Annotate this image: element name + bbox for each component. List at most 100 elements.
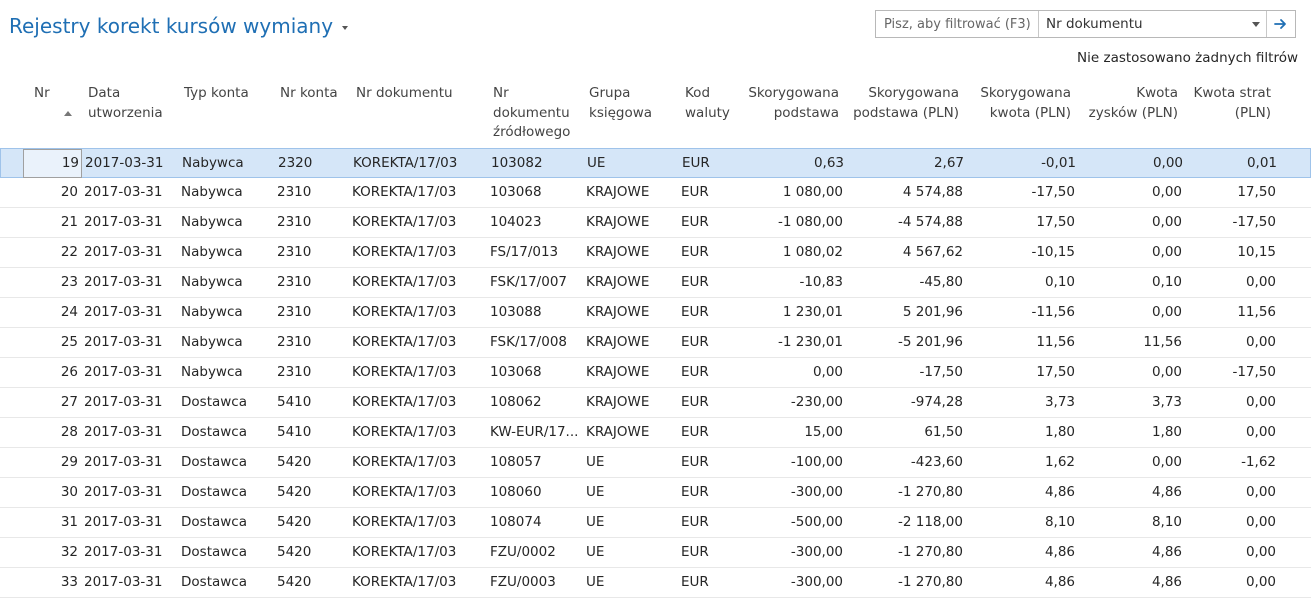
table-row[interactable]: 27 2017-03-31 Dostawca 5410 KOREKTA/17/0… — [0, 388, 1311, 418]
column-header-typ-konta[interactable]: Typ konta — [184, 84, 249, 104]
cell-kod-waluty: EUR — [681, 244, 709, 260]
table-header: Nr Data utworzenia Typ konta Nr konta Nr… — [0, 84, 1311, 146]
table-row[interactable]: 26 2017-03-31 Nabywca 2310 KOREKTA/17/03… — [0, 358, 1311, 388]
cell-typ-konta: Nabywca — [181, 244, 243, 260]
table-row[interactable]: 23 2017-03-31 Nabywca 2310 KOREKTA/17/03… — [0, 268, 1311, 298]
table-row[interactable]: 19 2017-03-31 Nabywca 2320 KOREKTA/17/03… — [0, 148, 1311, 178]
cell-kwota-strat-pln: 0,00 — [1245, 544, 1276, 560]
cell-nr: 33 — [60, 574, 78, 590]
cell-kod-waluty: EUR — [681, 394, 709, 410]
filter-apply-button[interactable] — [1267, 11, 1295, 37]
table-row[interactable]: 29 2017-03-31 Dostawca 5420 KOREKTA/17/0… — [0, 448, 1311, 478]
cell-skorygowana-podstawa-pln: 5 201,96 — [902, 304, 963, 320]
cell-skorygowana-kwota-pln: 4,86 — [1044, 574, 1075, 590]
cell-nr: 24 — [60, 304, 78, 320]
cell-kwota-zyskow-pln: 3,73 — [1151, 394, 1182, 410]
cell-skorygowana-podstawa-pln: 2,67 — [933, 155, 964, 171]
cell-typ-konta: Dostawca — [181, 454, 247, 470]
cell-nr-dokumentu-zrodlowego: FSK/17/008 — [490, 334, 567, 350]
column-header-data-utworzenia[interactable]: Data utworzenia — [88, 84, 163, 123]
page-title-area: Rejestry korekt kursów wymiany — [9, 14, 349, 38]
cell-nr-konta: 5420 — [277, 574, 312, 590]
arrow-right-icon — [1274, 19, 1286, 29]
column-header-nr-dokumentu-zrodlowego[interactable]: Nr dokumentu źródłowego — [493, 84, 570, 143]
cell-skorygowana-podstawa: -100,00 — [790, 454, 843, 470]
chevron-down-icon — [1252, 21, 1260, 27]
column-header-nr-label: Nr — [34, 85, 50, 101]
cell-nr-dokumentu: KOREKTA/17/03 — [352, 484, 457, 500]
cell-nr-dokumentu-zrodlowego: 108062 — [490, 394, 542, 410]
column-header-grupa-ksiegowa[interactable]: Grupa księgowa — [589, 84, 652, 123]
table-row[interactable]: 20 2017-03-31 Nabywca 2310 KOREKTA/17/03… — [0, 178, 1311, 208]
column-header-label-line: Nr konta — [280, 85, 338, 101]
cell-skorygowana-kwota-pln: 11,56 — [1036, 334, 1075, 350]
cell-nr-dokumentu: KOREKTA/17/03 — [353, 155, 458, 171]
cell-skorygowana-podstawa: -1 230,01 — [778, 334, 843, 350]
cell-skorygowana-kwota-pln: 1,62 — [1044, 454, 1075, 470]
cell-typ-konta: Nabywca — [181, 364, 243, 380]
column-header-skorygowana-podstawa-pln[interactable]: Skorygowana podstawa (PLN) — [845, 84, 959, 123]
column-header-label-line: Skorygowana — [748, 85, 839, 101]
cell-nr: 31 — [60, 514, 78, 530]
column-header-skorygowana-kwota-pln[interactable]: Skorygowana kwota (PLN) — [965, 84, 1071, 123]
column-header-label-line: Nr — [493, 85, 509, 101]
cell-kwota-strat-pln: -17,50 — [1232, 364, 1276, 380]
cell-kwota-strat-pln: 0,00 — [1245, 514, 1276, 530]
cell-nr-konta: 5410 — [277, 424, 312, 440]
title-menu-chevron-down-icon[interactable] — [342, 26, 349, 30]
cell-typ-konta: Dostawca — [181, 424, 247, 440]
table-row[interactable]: 24 2017-03-31 Nabywca 2310 KOREKTA/17/03… — [0, 298, 1311, 328]
column-header-kwota-zyskow-pln[interactable]: Kwota zysków (PLN) — [1077, 84, 1178, 123]
table-row[interactable]: 25 2017-03-31 Nabywca 2310 KOREKTA/17/03… — [0, 328, 1311, 358]
cell-skorygowana-podstawa: -1 080,00 — [778, 214, 843, 230]
column-header-label-line: źródłowego — [493, 124, 571, 140]
cell-grupa-ksiegowa: KRAJOWE — [586, 424, 650, 440]
table-row[interactable]: 32 2017-03-31 Dostawca 5420 KOREKTA/17/0… — [0, 538, 1311, 568]
cell-data-utworzenia: 2017-03-31 — [84, 394, 163, 410]
cell-data-utworzenia: 2017-03-31 — [84, 424, 163, 440]
table-row[interactable]: 28 2017-03-31 Dostawca 5410 KOREKTA/17/0… — [0, 418, 1311, 448]
cell-nr: 20 — [60, 184, 78, 200]
table-row[interactable]: 33 2017-03-31 Dostawca 5420 KOREKTA/17/0… — [0, 568, 1311, 598]
cell-data-utworzenia: 2017-03-31 — [84, 574, 163, 590]
cell-nr: 29 — [60, 454, 78, 470]
cell-nr: 32 — [60, 544, 78, 560]
cell-typ-konta: Dostawca — [181, 394, 247, 410]
cell-data-utworzenia: 2017-03-31 — [84, 304, 163, 320]
cell-grupa-ksiegowa: KRAJOWE — [586, 184, 650, 200]
column-header-nr-konta[interactable]: Nr konta — [280, 84, 338, 104]
cell-kwota-zyskow-pln: 0,10 — [1151, 274, 1182, 290]
table-row[interactable]: 31 2017-03-31 Dostawca 5420 KOREKTA/17/0… — [0, 508, 1311, 538]
filter-search-input[interactable] — [876, 11, 1039, 37]
filter-field-select[interactable]: Nr dokumentu — [1039, 11, 1267, 37]
cell-skorygowana-podstawa-pln: -1 270,80 — [898, 544, 963, 560]
cell-nr-dokumentu: KOREKTA/17/03 — [352, 244, 457, 260]
cell-nr-dokumentu-zrodlowego: 108060 — [490, 484, 542, 500]
cell-nr: 30 — [60, 484, 78, 500]
cell-typ-konta: Nabywca — [181, 334, 243, 350]
column-header-kod-waluty[interactable]: Kod waluty — [685, 84, 730, 123]
column-header-nr[interactable]: Nr — [34, 84, 50, 104]
cell-nr-dokumentu: KOREKTA/17/03 — [352, 514, 457, 530]
cell-kwota-strat-pln: 0,00 — [1245, 394, 1276, 410]
cell-skorygowana-podstawa: -300,00 — [790, 544, 843, 560]
cell-kod-waluty: EUR — [681, 334, 709, 350]
cell-kwota-strat-pln: 0,00 — [1245, 274, 1276, 290]
cell-skorygowana-podstawa-pln: -17,50 — [919, 364, 963, 380]
table-row[interactable]: 22 2017-03-31 Nabywca 2310 KOREKTA/17/03… — [0, 238, 1311, 268]
column-header-nr-dokumentu[interactable]: Nr dokumentu — [356, 84, 453, 104]
table-row[interactable]: 30 2017-03-31 Dostawca 5420 KOREKTA/17/0… — [0, 478, 1311, 508]
cell-skorygowana-podstawa: -300,00 — [790, 574, 843, 590]
table-row[interactable]: 21 2017-03-31 Nabywca 2310 KOREKTA/17/03… — [0, 208, 1311, 238]
cell-kwota-strat-pln: 11,56 — [1237, 304, 1276, 320]
column-header-kwota-strat-pln[interactable]: Kwota strat (PLN) — [1184, 84, 1271, 123]
cell-nr-konta: 5420 — [277, 454, 312, 470]
column-header-skorygowana-podstawa[interactable]: Skorygowana podstawa — [730, 84, 839, 123]
cell-grupa-ksiegowa: UE — [586, 514, 605, 530]
cell-grupa-ksiegowa: KRAJOWE — [586, 244, 650, 260]
cell-nr-dokumentu: KOREKTA/17/03 — [352, 334, 457, 350]
cell-kod-waluty: EUR — [681, 184, 709, 200]
cell-skorygowana-podstawa-pln: 4 574,88 — [902, 184, 963, 200]
cell-kwota-zyskow-pln: 0,00 — [1151, 304, 1182, 320]
cell-data-utworzenia: 2017-03-31 — [84, 484, 163, 500]
